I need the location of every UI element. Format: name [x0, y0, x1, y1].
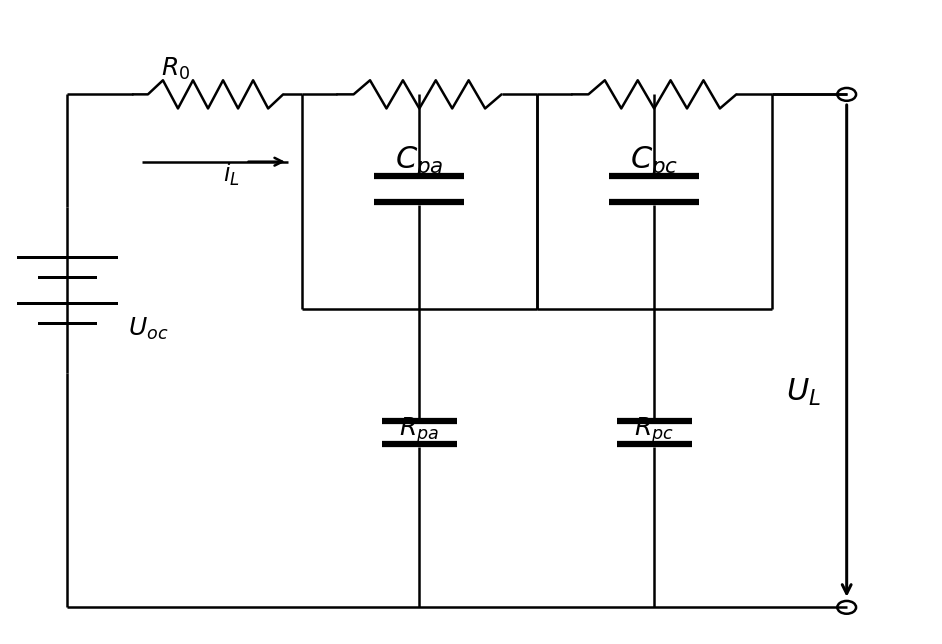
Text: $C_{pc}$: $C_{pc}$	[630, 144, 678, 179]
Text: $R_{pa}$: $R_{pa}$	[399, 415, 439, 446]
Text: $C_{pa}$: $C_{pa}$	[395, 144, 444, 179]
Text: $R_{pc}$: $R_{pc}$	[634, 415, 674, 446]
Text: $U_{oc}$: $U_{oc}$	[128, 316, 169, 341]
Text: $U_{L}$: $U_{L}$	[786, 377, 820, 408]
Text: $R_{0}$: $R_{0}$	[160, 55, 189, 82]
Text: $i_{L}$: $i_{L}$	[223, 161, 240, 188]
